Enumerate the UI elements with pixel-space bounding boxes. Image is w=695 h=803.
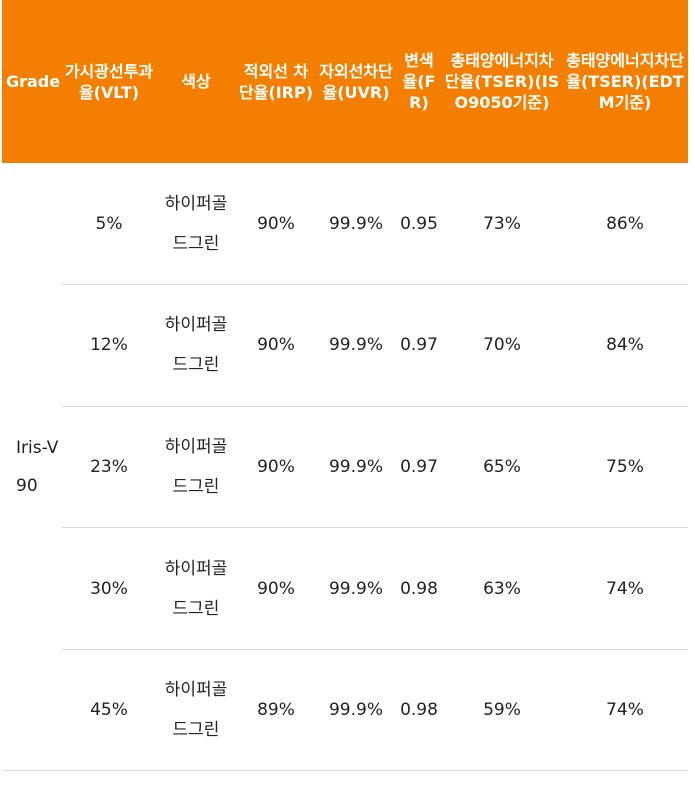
header-irp: 적외선 차단율(IRP) bbox=[236, 0, 316, 163]
vlt-cell: 5% bbox=[62, 163, 156, 286]
irp-cell: 90% bbox=[236, 163, 316, 286]
tser-iso-cell: 59% bbox=[442, 649, 562, 772]
uvr-cell: 99.9% bbox=[316, 406, 396, 529]
tser-iso-cell: 65% bbox=[442, 406, 562, 529]
tser-edtm-cell: 84% bbox=[562, 284, 688, 407]
header-vlt: 가시광선투과율(VLT) bbox=[62, 0, 156, 163]
table-row: Iris-V90 5% 하이퍼골드그린 90% 99.9% 0.95 73% 8… bbox=[2, 163, 688, 772]
tser-edtm-cell: 74% bbox=[562, 527, 688, 650]
spec-table: Grade 가시광선투과율(VLT) 색상 적외선 차단율(IRP) 자외선차단… bbox=[2, 0, 688, 772]
irp-cell: 90% bbox=[236, 284, 316, 407]
header-tser-iso: 총태양에너지차단율(TSER)(ISO9050기준) bbox=[442, 0, 562, 163]
fr-cell: 0.95 bbox=[396, 163, 442, 286]
header-uvr: 자외선차단율(UVR) bbox=[316, 0, 396, 163]
vlt-cell: 30% bbox=[62, 527, 156, 650]
header-fr: 변색율(FR) bbox=[396, 0, 442, 163]
table-row: 30% 하이퍼골드그린 90% 99.9% 0.98 63% 74% bbox=[2, 527, 688, 650]
color-cell: 하이퍼골드그린 bbox=[156, 284, 236, 407]
table-row: 12% 하이퍼골드그린 90% 99.9% 0.97 70% 84% bbox=[2, 284, 688, 407]
fr-cell: 0.98 bbox=[396, 527, 442, 650]
irp-cell: 90% bbox=[236, 406, 316, 529]
header-grade: Grade bbox=[2, 0, 62, 163]
uvr-cell: 99.9% bbox=[316, 527, 396, 650]
tser-iso-cell: 70% bbox=[442, 284, 562, 407]
fr-cell: 0.97 bbox=[396, 406, 442, 529]
tser-edtm-cell: 74% bbox=[562, 649, 688, 772]
header-tser-edtm: 총태양에너지차단율(TSER)(EDTM기준) bbox=[562, 0, 688, 163]
fr-cell: 0.98 bbox=[396, 649, 442, 772]
uvr-cell: 99.9% bbox=[316, 284, 396, 407]
vlt-cell: 12% bbox=[62, 284, 156, 407]
tser-iso-cell: 73% bbox=[442, 163, 562, 286]
vlt-cell: 23% bbox=[62, 406, 156, 529]
color-cell: 하이퍼골드그린 bbox=[156, 527, 236, 650]
header-color: 색상 bbox=[156, 0, 236, 163]
tser-edtm-cell: 86% bbox=[562, 163, 688, 286]
grade-cell: Iris-V90 bbox=[2, 163, 62, 772]
fr-cell: 0.97 bbox=[396, 284, 442, 407]
table-row: 23% 하이퍼골드그린 90% 99.9% 0.97 65% 75% bbox=[2, 406, 688, 529]
table-row: 45% 하이퍼골드그린 89% 99.9% 0.98 59% 74% bbox=[2, 649, 688, 772]
color-cell: 하이퍼골드그린 bbox=[156, 406, 236, 529]
tser-iso-cell: 63% bbox=[442, 527, 562, 650]
tser-edtm-cell: 75% bbox=[562, 406, 688, 529]
irp-cell: 89% bbox=[236, 649, 316, 772]
header-row: Grade 가시광선투과율(VLT) 색상 적외선 차단율(IRP) 자외선차단… bbox=[2, 0, 688, 163]
color-cell: 하이퍼골드그린 bbox=[156, 649, 236, 772]
vlt-cell: 45% bbox=[62, 649, 156, 772]
irp-cell: 90% bbox=[236, 527, 316, 650]
uvr-cell: 99.9% bbox=[316, 163, 396, 286]
color-cell: 하이퍼골드그린 bbox=[156, 163, 236, 286]
uvr-cell: 99.9% bbox=[316, 649, 396, 772]
